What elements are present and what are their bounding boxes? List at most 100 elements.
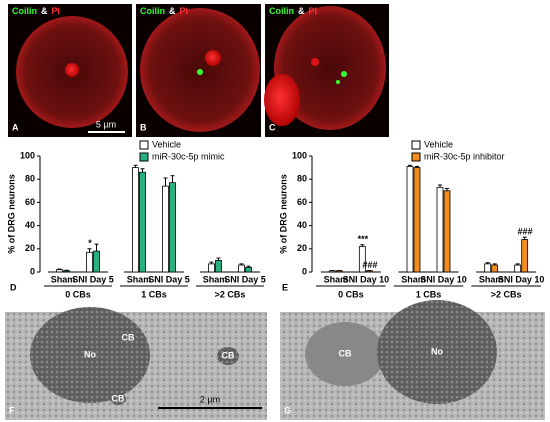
y-tick-label: 80 (297, 174, 307, 184)
bar (413, 167, 421, 273)
stain-amp: & (169, 6, 176, 16)
bar (93, 250, 100, 273)
stain-amp: & (298, 6, 305, 16)
y-tick-label: 100 (20, 150, 35, 160)
bar (238, 264, 245, 273)
group-label: >2 CBs (215, 289, 246, 299)
bar (406, 166, 414, 273)
stain-stain2: PI (52, 6, 61, 16)
panel-letter: E (282, 282, 288, 292)
legend-label: miR-30c-5p mimic (152, 151, 225, 161)
bar (491, 264, 499, 273)
x-tick-label: Sham (479, 274, 504, 284)
bar (436, 186, 444, 273)
scale-bar-label: 2 µm (200, 394, 220, 404)
group-label: 1 CBs (416, 289, 442, 299)
stain-stain1: Coilin (12, 6, 37, 16)
em-label: CB (339, 348, 352, 358)
stain-label: Coilin & PI (269, 6, 317, 16)
stain-label: Coilin & PI (140, 6, 188, 16)
legend-swatch (139, 140, 149, 150)
bar (208, 263, 215, 273)
bar (335, 270, 343, 273)
y-tick-label: 0 (30, 266, 35, 276)
panel-b (136, 4, 261, 137)
bar (169, 182, 176, 273)
group-label: 0 CBs (65, 289, 91, 299)
em-label: No (431, 346, 443, 356)
stain-stain2: PI (180, 6, 189, 16)
annotation: *** (358, 234, 369, 244)
stain-amp: & (41, 6, 48, 16)
bar (328, 270, 336, 273)
x-tick-label: SNI Day 5 (224, 274, 266, 284)
em-label: CB (112, 393, 125, 403)
legend-swatch (411, 152, 421, 162)
x-tick-label: Sham (127, 274, 152, 284)
legend-swatch (411, 140, 421, 150)
em-label: No (84, 349, 96, 359)
y-tick-label: 40 (297, 220, 307, 230)
bar (365, 270, 373, 273)
x-tick-label: SNI Day 10 (498, 274, 545, 284)
stain-label: Coilin & PI (12, 6, 60, 16)
y-tick-label: 100 (292, 150, 307, 160)
em-label: CB (222, 350, 235, 360)
panel-letter: F (9, 405, 15, 415)
x-tick-label: Sham (324, 274, 349, 284)
bar (521, 239, 529, 273)
panel-letter: B (140, 122, 147, 132)
x-tick-label: Sham (203, 274, 228, 284)
bar (443, 190, 451, 273)
group-label: 0 CBs (338, 289, 364, 299)
bar (139, 171, 146, 273)
stain-stain1: Coilin (269, 6, 294, 16)
y-axis-title: % of DRG neurons (6, 174, 16, 254)
legend-swatch (139, 152, 149, 162)
y-tick-label: 20 (25, 243, 35, 253)
x-tick-label: Sham (51, 274, 76, 284)
y-tick-label: 80 (25, 174, 35, 184)
annotation: * (88, 238, 92, 248)
scale-bar-label: 5 µm (96, 119, 116, 129)
bar (56, 269, 63, 273)
bar (86, 251, 93, 273)
bar (63, 270, 70, 273)
panel-letter: D (10, 282, 17, 292)
x-tick-label: Sham (401, 274, 426, 284)
annotation: ### (362, 260, 377, 270)
stain-stain1: Coilin (140, 6, 165, 16)
annotation: ### (518, 227, 533, 237)
x-tick-label: SNI Day 5 (72, 274, 114, 284)
stain-stain2: PI (309, 6, 318, 16)
em-label: CB (122, 332, 135, 342)
panel-f (5, 307, 267, 420)
y-tick-label: 0 (302, 266, 307, 276)
legend-label: Vehicle (424, 139, 453, 149)
y-tick-label: 60 (25, 197, 35, 207)
bar (245, 266, 252, 273)
panel-a (8, 4, 132, 137)
bar (215, 259, 222, 273)
group-label: 1 CBs (141, 289, 167, 299)
legend-label: Vehicle (152, 139, 181, 149)
bar (358, 246, 366, 273)
panel-c (264, 4, 389, 137)
bar (484, 263, 492, 273)
x-tick-label: SNI Day 10 (420, 274, 467, 284)
bar (514, 264, 522, 273)
group-label: >2 CBs (491, 289, 522, 299)
y-tick-label: 40 (25, 220, 35, 230)
x-tick-label: SNI Day 5 (148, 274, 190, 284)
panel-letter: G (284, 405, 291, 415)
panel-letter: A (12, 122, 19, 132)
x-tick-label: SNI Day 10 (343, 274, 390, 284)
y-axis-title: % of DRG neurons (278, 174, 288, 254)
panel-letter: C (269, 122, 276, 132)
panel-g (280, 300, 545, 420)
bar (162, 185, 169, 273)
y-tick-label: 20 (297, 243, 307, 253)
bar (132, 167, 139, 273)
y-tick-label: 60 (297, 197, 307, 207)
